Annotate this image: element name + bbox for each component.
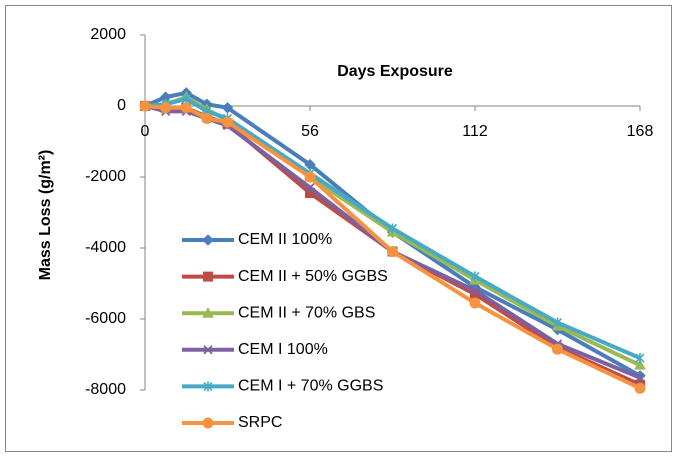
y-tick-label: -6000 — [85, 310, 126, 327]
chart-frame — [5, 5, 672, 452]
legend-label: CEM I 100% — [238, 341, 328, 358]
marker — [387, 223, 398, 234]
marker — [387, 246, 398, 258]
marker — [305, 183, 315, 193]
marker — [139, 100, 151, 112]
series-line — [144, 104, 641, 391]
marker — [201, 112, 213, 124]
legend-label: CEM II + 50% GGBS — [238, 268, 388, 285]
y-tick-label: -8000 — [85, 381, 126, 398]
legend-label: CEM II + 70% GBS — [238, 304, 375, 321]
x-tick-label: 112 — [462, 123, 488, 140]
marker — [552, 343, 563, 355]
marker — [470, 271, 480, 282]
legend-marker — [202, 417, 214, 429]
marker — [634, 359, 646, 370]
legend-marker — [203, 271, 213, 282]
marker — [221, 102, 234, 114]
marker — [635, 353, 645, 364]
legend-marker — [203, 381, 213, 392]
x-tick-label: 56 — [301, 123, 319, 140]
legend-marker — [202, 234, 214, 246]
legend-label: CEM II 100% — [238, 231, 332, 248]
x-axis-title: Days Exposure — [337, 63, 453, 80]
legend-label: CEM I + 70% GGBS — [238, 378, 383, 395]
series-line — [144, 104, 641, 380]
y-tick-label: -4000 — [85, 239, 126, 256]
series-line — [144, 96, 641, 360]
y-tick-label: 2000 — [90, 26, 126, 43]
marker — [180, 102, 192, 114]
y-tick-label: -2000 — [85, 168, 126, 185]
marker — [552, 317, 563, 328]
marker — [222, 116, 233, 128]
marker — [181, 93, 191, 104]
x-tick-label: 0 — [141, 123, 150, 140]
marker — [635, 372, 645, 383]
y-axis-title: Mass Loss (g/m²) — [37, 150, 54, 281]
x-tick-label: 168 — [627, 123, 654, 140]
marker — [469, 297, 481, 309]
legend-label: SRPC — [238, 414, 282, 431]
marker — [634, 382, 646, 394]
y-tick-label: 0 — [117, 97, 126, 114]
legend-marker — [203, 345, 213, 355]
marker — [304, 171, 316, 183]
marker — [160, 102, 172, 114]
marker — [470, 285, 480, 296]
series-line — [144, 90, 641, 378]
legend-marker — [202, 307, 214, 318]
